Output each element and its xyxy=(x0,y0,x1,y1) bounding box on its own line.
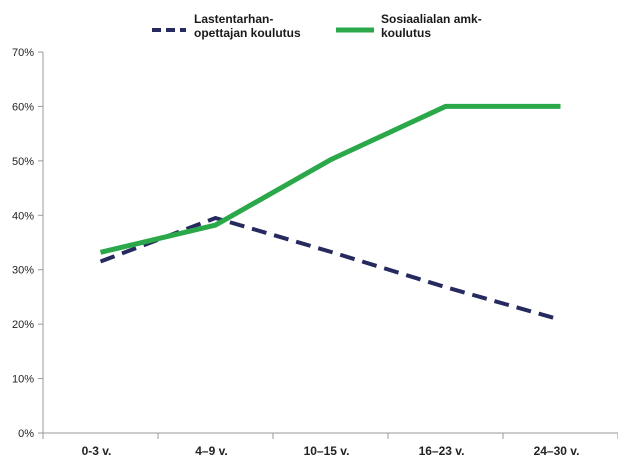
x-category-label: 16–23 v. xyxy=(419,444,465,458)
y-tick-label: 0% xyxy=(18,428,34,440)
legend-label: Sosiaalialan amk- xyxy=(381,12,482,26)
axes xyxy=(42,52,618,434)
x-category-label: 24–30 v. xyxy=(534,444,580,458)
legend-label: koulutus xyxy=(381,26,431,40)
x-category-label: 10–15 v. xyxy=(304,444,350,458)
legend-label: Lastentarhan- xyxy=(194,12,273,26)
legend: Lastentarhan-opettajan koulutus Sosiaalia… xyxy=(152,12,482,40)
series-lines xyxy=(99,103,562,322)
x-category-label: 4–9 v. xyxy=(195,444,227,458)
x-category-label: 0-3 v. xyxy=(82,444,112,458)
y-tick-label: 10% xyxy=(12,374,34,386)
x-axis-ticks: 0-3 v. 4–9 v. 10–15 v. 16–23 v. 24–30 v. xyxy=(42,433,618,458)
series-line-1 xyxy=(99,216,562,322)
series-line-2 xyxy=(99,103,561,255)
y-axis-ticks: 0% 10% 20% 30% 40% 50% 60% 70% xyxy=(12,47,43,440)
y-tick-label: 70% xyxy=(12,47,34,59)
y-tick-label: 20% xyxy=(12,319,34,331)
legend-label: opettajan koulutus xyxy=(194,26,301,40)
y-tick-label: 60% xyxy=(12,101,34,113)
y-tick-label: 30% xyxy=(12,265,34,277)
y-tick-label: 50% xyxy=(12,156,34,168)
y-tick-label: 40% xyxy=(12,210,34,222)
